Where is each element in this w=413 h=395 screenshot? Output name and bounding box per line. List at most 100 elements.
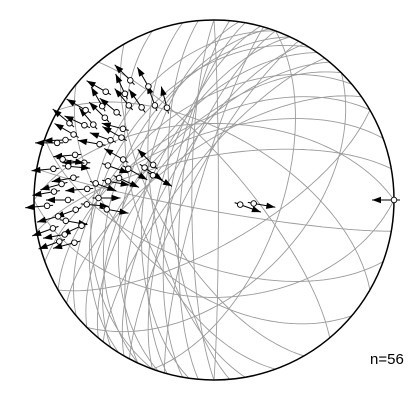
slip-arrow-head	[106, 184, 117, 191]
slip-arrow-head	[54, 123, 64, 131]
great-circle	[140, 21, 240, 379]
pole-point	[43, 202, 51, 210]
pole-marker	[88, 101, 110, 123]
pole-point	[59, 156, 66, 163]
slip-arrow-head	[80, 164, 91, 171]
great-circle	[121, 43, 305, 356]
pole-point	[125, 102, 133, 109]
pole-marker	[52, 239, 81, 250]
slip-arrow-head	[137, 149, 147, 158]
slip-arrow-head	[115, 73, 123, 84]
pole-point	[82, 106, 89, 114]
slip-arrow-head	[65, 186, 75, 194]
pole-point	[119, 156, 127, 163]
slip-arrow-head	[99, 98, 109, 107]
pole-marker	[160, 86, 171, 114]
slip-arrow-head	[114, 64, 124, 74]
pole-point	[62, 136, 69, 144]
pole-marker	[100, 206, 129, 215]
pole-point	[119, 125, 127, 133]
pole-marker	[146, 84, 159, 112]
great-circle	[152, 30, 296, 370]
great-circle	[163, 26, 264, 373]
pole-marker	[36, 213, 65, 223]
pole-point	[70, 174, 77, 181]
pole-point	[163, 104, 171, 111]
pole-point	[118, 134, 125, 141]
pole-marker	[102, 178, 130, 187]
pole-marker	[92, 194, 121, 202]
pole-point	[125, 165, 132, 173]
pole-point	[83, 201, 91, 208]
pole-marker	[137, 149, 158, 170]
great-circle	[102, 57, 325, 342]
great-circle	[117, 28, 270, 372]
slip-arrow-head	[32, 190, 42, 197]
great-circle	[58, 109, 371, 292]
great-circle	[119, 44, 305, 357]
slip-arrow-head	[32, 229, 42, 236]
great-circle	[147, 25, 261, 375]
pole-marker	[51, 174, 80, 184]
pole-point	[390, 196, 398, 204]
slip-arrow-head	[99, 202, 109, 209]
pole-point	[141, 164, 148, 171]
pole-point	[103, 206, 111, 213]
pole-marker	[234, 201, 262, 213]
slip-arrow-head	[104, 148, 114, 156]
great-circle	[57, 96, 371, 291]
pole-point	[71, 239, 78, 246]
pole-point	[96, 140, 103, 148]
pole-point	[102, 88, 109, 95]
great-circle	[147, 30, 276, 370]
pole-marker	[247, 200, 276, 209]
slip-arrow-head	[153, 172, 163, 181]
slip-arrow-head	[66, 99, 76, 107]
slip-arrow-head	[74, 158, 85, 165]
pole-point	[53, 139, 61, 147]
slip-arrow-head	[162, 179, 172, 187]
slip-arrow-head	[129, 180, 139, 188]
pole-marker	[113, 174, 140, 188]
pole-marker	[35, 139, 64, 147]
great-circle	[96, 61, 330, 338]
pole-marker	[372, 196, 400, 204]
pole-point	[56, 238, 63, 245]
pole-marker	[56, 156, 85, 165]
pole-marker	[115, 73, 129, 100]
pole-marker	[43, 136, 72, 144]
slip-arrow-head	[120, 180, 130, 187]
slip-arrow-head	[52, 109, 62, 118]
pole-marker	[89, 132, 117, 144]
great-circle	[34, 199, 394, 298]
slip-arrow-head	[86, 80, 96, 88]
great-circle	[88, 44, 310, 353]
slip-arrow-head	[119, 208, 129, 215]
poles	[25, 64, 400, 250]
great-circle	[167, 20, 231, 380]
slip-arrow-head	[35, 139, 45, 147]
great-circle	[162, 22, 246, 378]
pole-marker	[89, 180, 117, 192]
pole-marker	[52, 108, 75, 128]
pole-marker	[78, 107, 98, 130]
great-circle	[85, 71, 342, 328]
pole-marker	[103, 148, 129, 163]
pole-marker	[102, 162, 129, 174]
pole-marker	[99, 97, 122, 117]
pole-point	[58, 180, 65, 188]
slip-arrow-head	[119, 167, 129, 173]
pole-point	[104, 162, 112, 169]
slip-arrow-head	[137, 67, 145, 77]
sample-count: n=56	[370, 351, 404, 368]
pole-marker	[38, 238, 66, 250]
slip-arrow-head	[43, 137, 53, 144]
pole-marker	[136, 67, 152, 92]
pole-point	[71, 151, 79, 159]
pole-marker	[147, 171, 173, 187]
slip-arrow-head	[372, 196, 381, 204]
slip-arrow-head	[114, 88, 123, 98]
slip-arrow-head	[160, 86, 167, 96]
great-circle	[147, 22, 246, 378]
